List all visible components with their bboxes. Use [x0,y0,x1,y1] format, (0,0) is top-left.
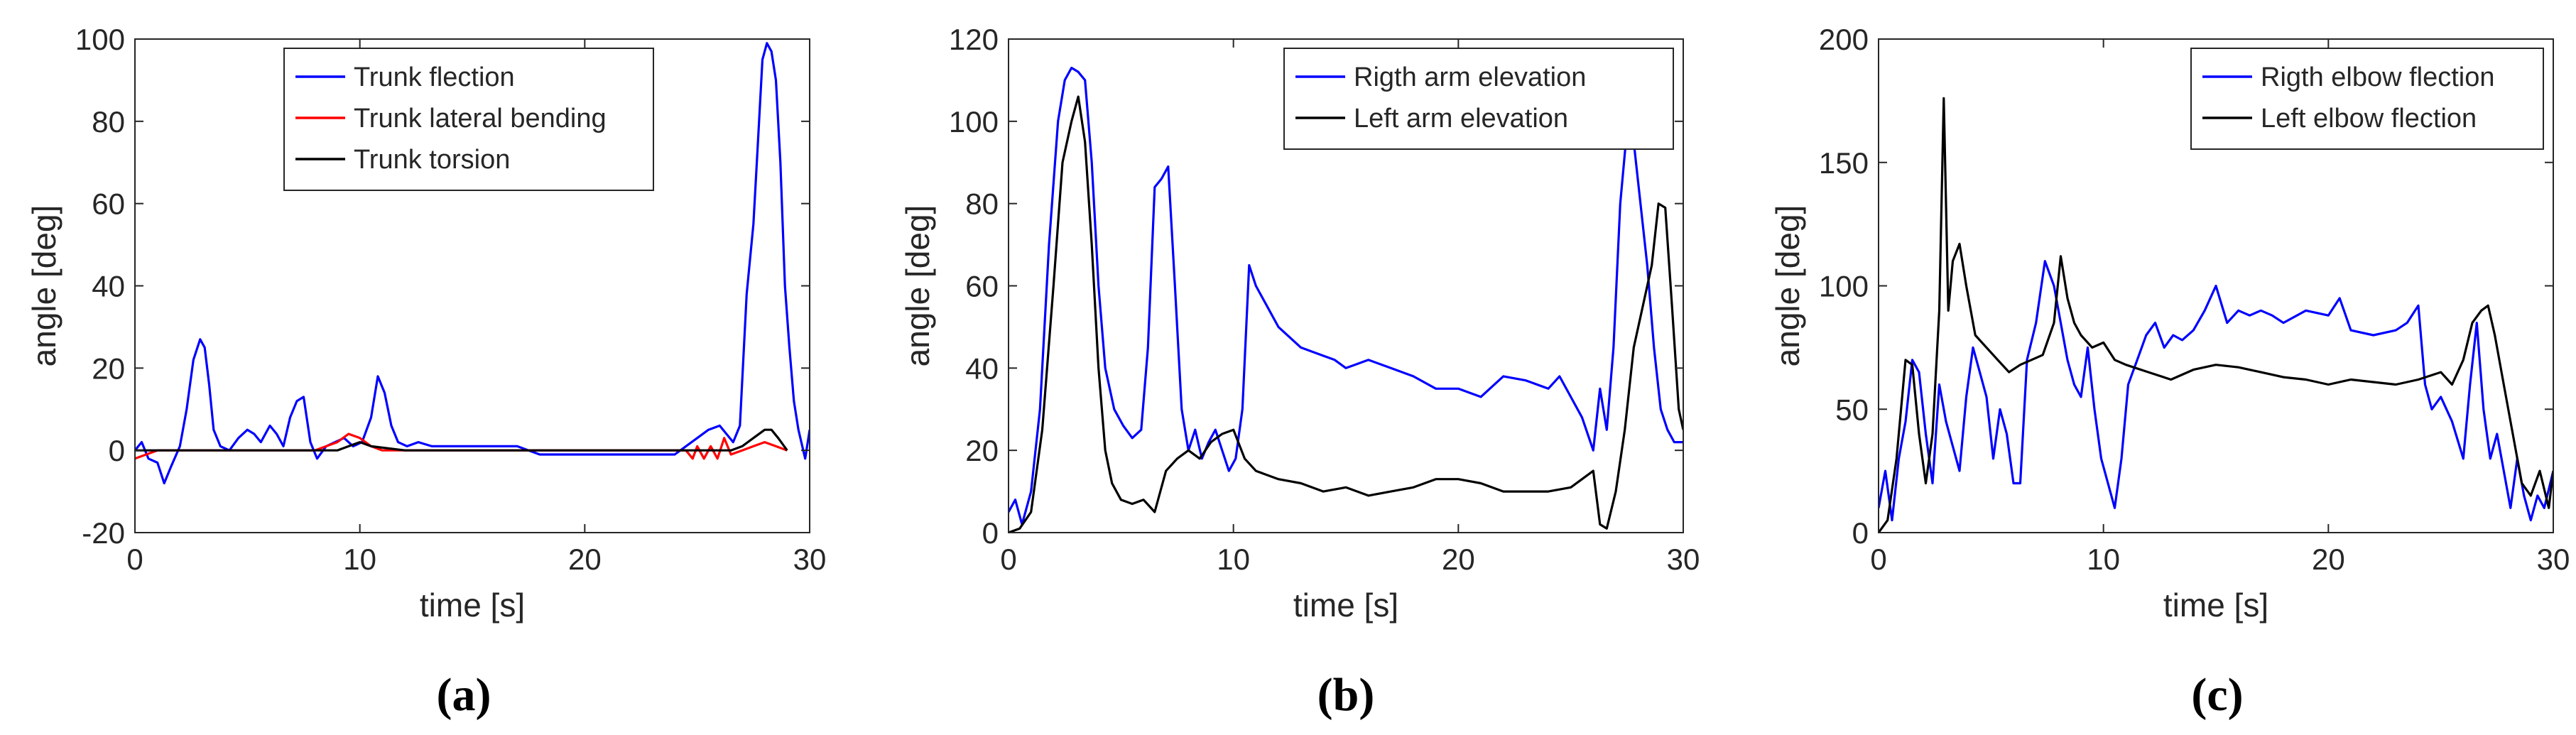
chart-panel-b: 0 10 20 30 0 20 40 60 80 100 120 time [s] angle [deg… [899,23,1700,624]
x-tick-label: 30 [793,543,827,576]
series-line-c-0 [1879,260,2553,522]
legend: Rigth elbow flection Left elbow flection [2190,48,2544,150]
x-tick-label: 10 [2087,543,2120,576]
x-tick-label: 0 [1870,543,1886,576]
x-tick-label: 20 [1442,543,1475,576]
y-axis-label: angle [deg] [899,205,936,367]
y-tick-label: 100 [1819,270,1869,303]
series-group [1879,97,2553,533]
legend-entry-label: Trunk flection [354,62,515,92]
legend-entry-label: Rigth elbow flection [2261,62,2495,92]
x-tick-label: 0 [1000,543,1016,576]
y-tick-label: 0 [109,434,125,467]
legend-entry-label: Trunk lateral bending [354,104,607,134]
panel-label-c: (c) [2191,669,2243,721]
y-tick-label: 20 [92,352,125,385]
panel-label-a: (a) [437,669,491,721]
x-tick-label: 30 [2537,543,2570,576]
legend-entry-label: Rigth arm elevation [1354,62,1586,92]
y-tick-label: 0 [1852,516,1869,550]
y-tick-label: 120 [949,23,999,56]
legend: Rigth arm elevation Left arm elevation [1283,48,1674,150]
x-tick-label: 10 [343,543,376,576]
chart-panel-c: 0 10 20 30 0 50 100 150 200 time [s] angle [deg] Ri… [1769,23,2570,624]
x-axis-label: time [s] [2163,587,2268,624]
panel-label-b: (b) [1317,669,1375,721]
legend-box [1283,48,1674,150]
y-tick-label: 0 [982,516,999,550]
x-tick-label: 10 [1217,543,1250,576]
y-tick-label: 50 [1835,393,1869,426]
y-tick-label: 40 [965,352,999,385]
legend-entry-label: Left elbow flection [2261,104,2477,134]
x-axis-label: time [s] [420,587,525,624]
x-tick-label: 20 [568,543,602,576]
series-line-b-1 [1009,95,1683,533]
legend-entry-label: Trunk torsion [354,145,510,175]
y-tick-label: 200 [1819,23,1869,56]
x-axis-label: time [s] [1293,587,1398,624]
legend-box [2190,48,2544,150]
series-line-b-0 [1009,66,1683,526]
y-tick-label: 40 [92,270,125,303]
series-group [1009,66,1683,533]
y-tick-label: 100 [75,23,125,56]
y-tick-label: 20 [965,434,999,467]
legend: Trunk flection Trunk lateral bending Trunk… [283,48,654,191]
y-tick-label: 80 [965,187,999,221]
y-tick-label: 60 [965,270,999,303]
y-tick-label: 60 [92,187,125,221]
y-tick-label: -20 [82,516,125,550]
y-tick-label: 80 [92,105,125,138]
y-tick-label: 150 [1819,146,1869,180]
y-axis-label: angle [deg] [26,205,63,367]
series-line-a-2 [135,428,788,452]
legend-entry-label: Left arm elevation [1354,104,1568,134]
x-tick-label: 20 [2312,543,2345,576]
x-tick-label: 30 [1667,543,1700,576]
series-line-a-0 [135,42,810,485]
legend-box [283,48,654,191]
x-tick-label: 0 [126,543,143,576]
series-line-c-1 [1879,97,2553,533]
y-tick-label: 100 [949,105,999,138]
series-group [135,42,810,485]
y-axis-label: angle [deg] [1769,205,1806,367]
